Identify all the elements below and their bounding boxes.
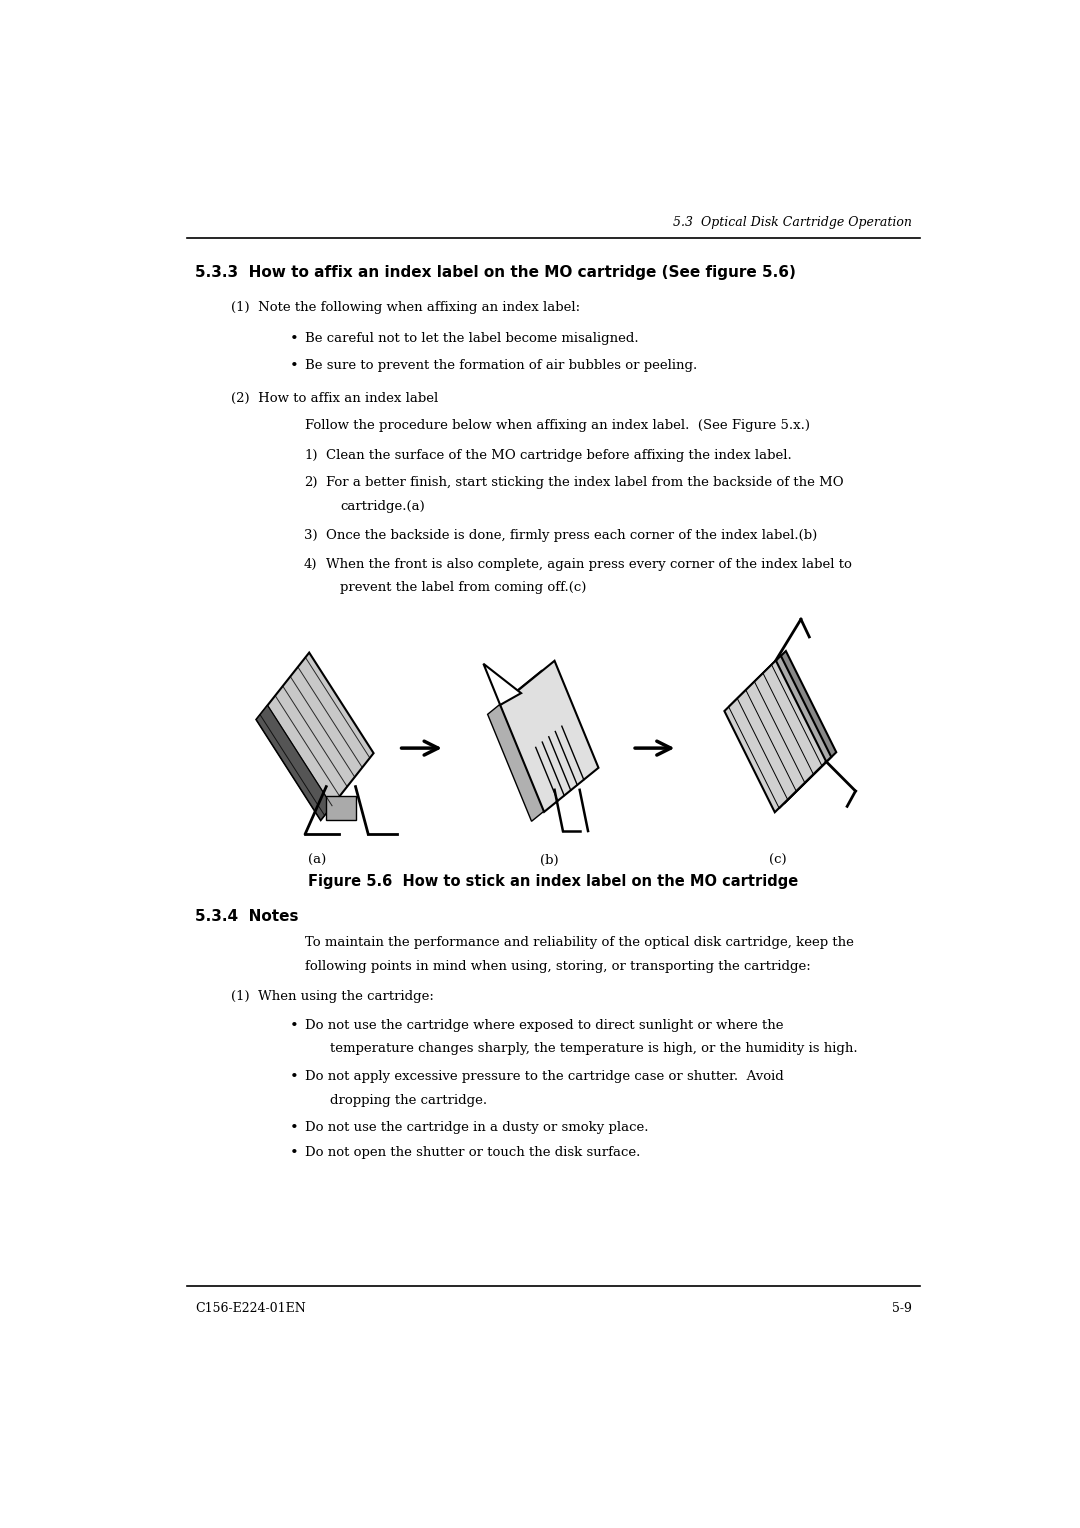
Text: (1)  Note the following when affixing an index label:: (1) Note the following when affixing an … xyxy=(231,301,580,315)
Text: (1)  When using the cartridge:: (1) When using the cartridge: xyxy=(231,990,434,1004)
Polygon shape xyxy=(484,663,521,704)
Polygon shape xyxy=(725,660,826,813)
Polygon shape xyxy=(734,651,836,802)
Polygon shape xyxy=(500,660,598,811)
Bar xyxy=(326,796,355,819)
Text: •: • xyxy=(289,1122,298,1135)
Text: •: • xyxy=(289,1019,298,1033)
Polygon shape xyxy=(256,652,374,821)
Text: 4): 4) xyxy=(303,558,318,570)
Text: (a): (a) xyxy=(309,854,326,866)
Text: 5.3.4  Notes: 5.3.4 Notes xyxy=(195,909,299,924)
Text: To maintain the performance and reliability of the optical disk cartridge, keep : To maintain the performance and reliabil… xyxy=(305,937,854,949)
Text: Be careful not to let the label become misaligned.: Be careful not to let the label become m… xyxy=(305,332,638,345)
Text: Follow the procedure below when affixing an index label.  (See Figure 5.x.): Follow the procedure below when affixing… xyxy=(305,419,810,432)
Text: 5.3  Optical Disk Cartridge Operation: 5.3 Optical Disk Cartridge Operation xyxy=(673,215,912,229)
Text: Once the backside is done, firmly press each corner of the index label.(b): Once the backside is done, firmly press … xyxy=(326,529,818,542)
Text: C156-E224-01EN: C156-E224-01EN xyxy=(195,1302,306,1316)
Text: For a better finish, start sticking the index label from the backside of the MO: For a better finish, start sticking the … xyxy=(326,477,843,489)
Text: prevent the label from coming off.(c): prevent the label from coming off.(c) xyxy=(340,581,586,594)
Text: •: • xyxy=(289,332,298,345)
Polygon shape xyxy=(256,706,332,821)
Text: •: • xyxy=(289,359,298,373)
Text: •: • xyxy=(289,1146,298,1160)
Text: Do not apply excessive pressure to the cartridge case or shutter.  Avoid: Do not apply excessive pressure to the c… xyxy=(305,1071,784,1083)
Text: 1): 1) xyxy=(303,449,318,463)
Text: (c): (c) xyxy=(769,854,786,866)
Polygon shape xyxy=(487,671,586,822)
Text: dropping the cartridge.: dropping the cartridge. xyxy=(330,1094,487,1106)
Text: Figure 5.6  How to stick an index label on the MO cartridge: Figure 5.6 How to stick an index label o… xyxy=(309,874,798,889)
Text: When the front is also complete, again press every corner of the index label to: When the front is also complete, again p… xyxy=(326,558,852,570)
Text: cartridge.(a): cartridge.(a) xyxy=(340,500,424,513)
Text: (b): (b) xyxy=(540,854,558,866)
Text: 2): 2) xyxy=(303,477,318,489)
Polygon shape xyxy=(729,656,832,807)
Text: Do not open the shutter or touch the disk surface.: Do not open the shutter or touch the dis… xyxy=(305,1146,640,1158)
Text: Be sure to prevent the formation of air bubbles or peeling.: Be sure to prevent the formation of air … xyxy=(305,359,698,371)
Text: Do not use the cartridge in a dusty or smoky place.: Do not use the cartridge in a dusty or s… xyxy=(305,1122,648,1134)
Text: temperature changes sharply, the temperature is high, or the humidity is high.: temperature changes sharply, the tempera… xyxy=(330,1042,858,1056)
Text: Clean the surface of the MO cartridge before affixing the index label.: Clean the surface of the MO cartridge be… xyxy=(326,449,792,463)
Text: 5.3.3  How to affix an index label on the MO cartridge (See figure 5.6): 5.3.3 How to affix an index label on the… xyxy=(195,264,796,280)
Text: •: • xyxy=(289,1071,298,1085)
Text: Do not use the cartridge where exposed to direct sunlight or where the: Do not use the cartridge where exposed t… xyxy=(305,1019,783,1031)
Text: 5-9: 5-9 xyxy=(892,1302,912,1316)
Text: following points in mind when using, storing, or transporting the cartridge:: following points in mind when using, sto… xyxy=(305,960,811,973)
Text: (2)  How to affix an index label: (2) How to affix an index label xyxy=(231,391,438,405)
Text: 3): 3) xyxy=(303,529,318,542)
